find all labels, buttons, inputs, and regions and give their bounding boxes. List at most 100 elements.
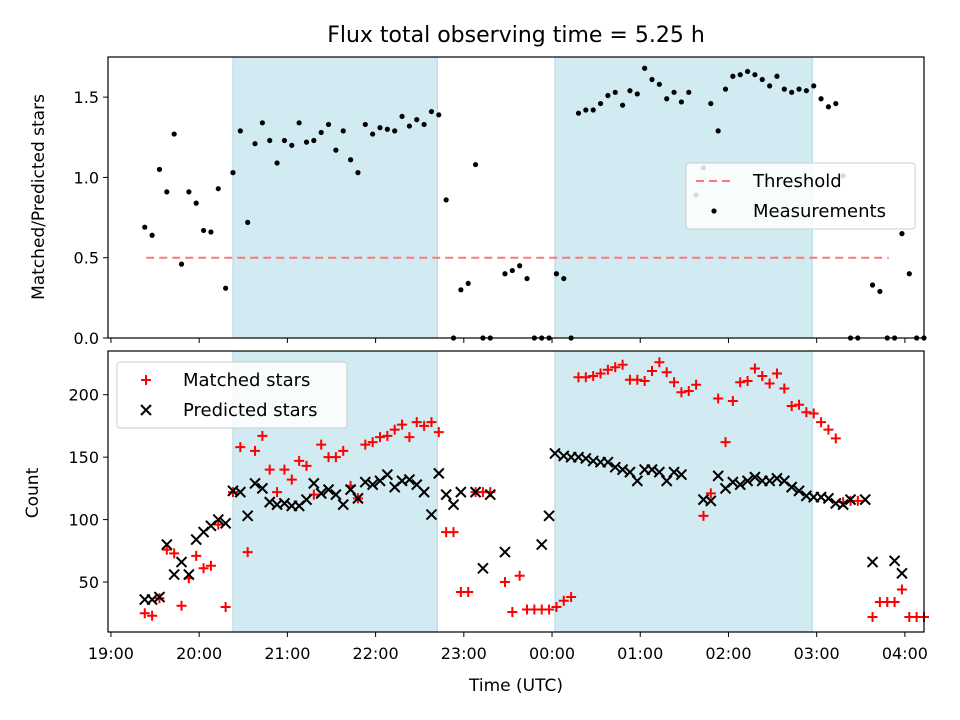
matched-stars-point <box>852 495 863 506</box>
measurements-point <box>767 83 773 89</box>
legend-measurements-swatch <box>711 208 717 214</box>
measurements-point <box>142 224 148 230</box>
matched-stars-point <box>272 487 283 498</box>
matched-stars-point <box>830 433 841 444</box>
matched-stars-point <box>205 560 216 571</box>
matched-stars-point <box>602 364 613 375</box>
predicted-stars-point <box>646 463 658 476</box>
y-tick-label: 1.5 <box>74 88 99 107</box>
measurements-point <box>370 131 376 137</box>
matched-stars-point <box>749 363 760 374</box>
measurements-point <box>906 271 912 277</box>
predicted-stars-point <box>888 555 901 567</box>
measurements-point <box>208 229 214 235</box>
y-tick-label: 0.0 <box>74 329 99 348</box>
legend-predicted-swatch <box>140 404 152 416</box>
matched-stars-point <box>389 424 400 435</box>
measurements-point <box>671 89 677 95</box>
predicted-stars-point <box>418 486 430 498</box>
x-tick-label: 04:00 <box>882 644 928 663</box>
matched-stars-point <box>294 455 305 466</box>
measurements-point <box>281 137 288 144</box>
predicted-stars-point <box>440 488 452 501</box>
x-tick-label: 02:00 <box>705 644 751 663</box>
measurements-point <box>178 261 185 267</box>
matched-stars-point <box>676 387 687 398</box>
matched-stars-point <box>382 430 393 441</box>
predicted-stars-point <box>146 593 158 606</box>
predicted-stars-point <box>447 498 460 511</box>
predicted-stars-point <box>484 488 496 501</box>
predicted-stars-point <box>241 510 254 522</box>
legend-label-predicted: Predicted stars <box>183 400 317 421</box>
measurements-point <box>200 227 207 234</box>
measurements-point <box>421 121 427 128</box>
x-tick-label: 22:00 <box>353 644 399 663</box>
measurements-point <box>186 189 192 195</box>
predicted-stars-point <box>168 568 180 581</box>
measurements-point <box>789 89 795 95</box>
x-axis-label: Time (UTC) <box>468 676 563 696</box>
matched-stars-point <box>639 375 650 386</box>
measurements-point <box>664 96 670 102</box>
x-tick-label: 20:00 <box>176 644 222 663</box>
measurements-point <box>627 88 633 94</box>
measurements-point <box>406 123 413 129</box>
predicted-stars-point <box>499 546 511 558</box>
matched-stars-point <box>433 427 444 438</box>
measurements-point <box>230 170 236 176</box>
measurements-point <box>634 91 640 97</box>
predicted-stars-point <box>425 508 438 521</box>
measurements-point <box>259 120 265 126</box>
y-tick-label: 200 <box>68 386 99 405</box>
measurements-point <box>722 86 729 92</box>
measurements-point <box>781 86 787 92</box>
measurements-point <box>899 231 905 237</box>
predicted-stars-point <box>609 461 621 473</box>
predicted-stars-point <box>866 556 879 568</box>
predicted-stars-point <box>844 493 857 506</box>
legend-matched-swatch <box>141 375 151 385</box>
matched-stars-point <box>558 595 569 606</box>
axes-frame <box>107 56 925 339</box>
matched-stars-point <box>338 445 349 456</box>
matched-stars-point <box>669 377 680 388</box>
matched-stars-point <box>713 393 724 404</box>
x-tick-label: 03:00 <box>794 644 840 663</box>
measurements-point <box>325 121 332 128</box>
matched-stars-point <box>250 445 261 456</box>
measurements-point <box>509 267 515 274</box>
predicted-stars-point <box>337 498 349 511</box>
measurements-point <box>612 89 618 95</box>
predicted-stars-point <box>469 486 482 498</box>
matched-stars-point <box>779 383 790 394</box>
predicted-stars-point <box>675 468 688 481</box>
legend-label-threshold: Threshold <box>752 171 842 192</box>
matched-stars-point <box>411 417 422 428</box>
predicted-stars-point <box>219 517 232 530</box>
measurements-point <box>818 96 824 102</box>
matched-stars-point <box>220 602 231 613</box>
matched-stars-point <box>316 439 327 450</box>
measurements-point <box>245 219 251 225</box>
measurements-point <box>465 280 471 287</box>
matched-stars-point <box>404 432 415 443</box>
matched-stars-point <box>213 519 224 530</box>
matched-stars-point <box>426 417 437 428</box>
matched-stars-point <box>683 385 694 396</box>
predicted-stars-point <box>785 481 798 493</box>
matched-stars-point <box>705 488 716 499</box>
predicted-stars-point <box>896 567 908 580</box>
matched-stars-point <box>360 439 371 450</box>
measurements-point <box>237 128 243 134</box>
matched-stars-point <box>198 563 209 574</box>
matched-stars-point <box>720 437 731 448</box>
measurements-point <box>825 104 832 110</box>
matched-stars-point <box>823 424 834 435</box>
matched-stars-point <box>698 510 709 521</box>
matched-stars-point <box>808 408 819 419</box>
measurements-point <box>517 263 523 269</box>
measurements-point <box>590 107 596 113</box>
matched-stars-point <box>147 610 158 621</box>
y-tick-label: 0.5 <box>74 249 99 268</box>
